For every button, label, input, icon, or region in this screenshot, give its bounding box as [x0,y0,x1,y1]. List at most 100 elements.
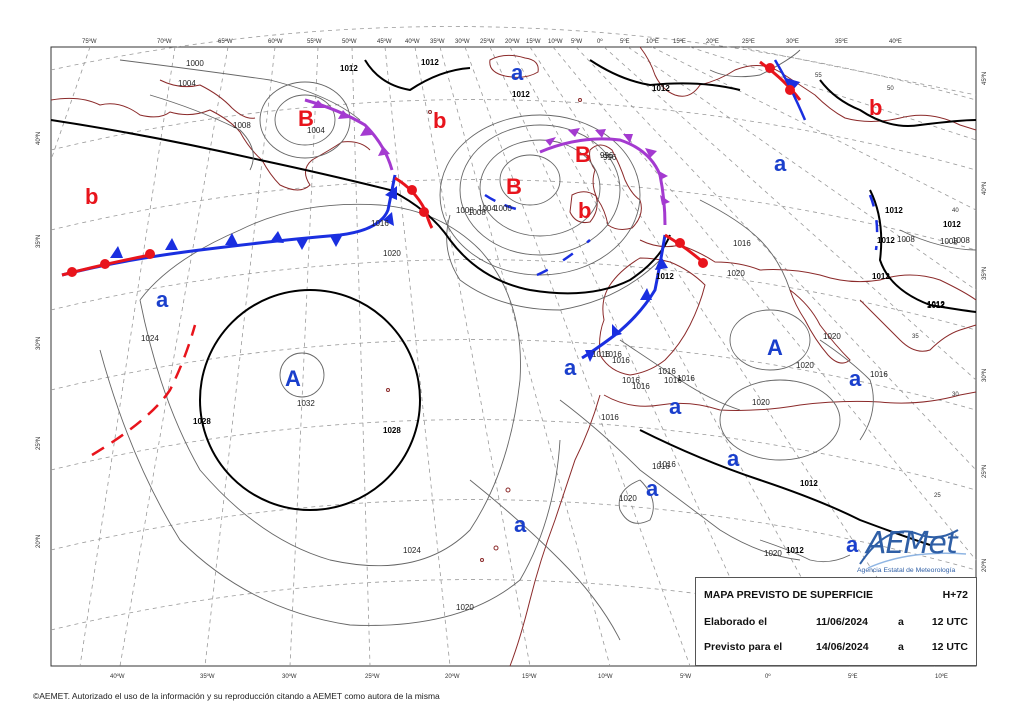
isobar-label: 996 [603,153,617,162]
low-pressure-label: B [298,106,314,131]
left-latitude-labels: 40ºN 35ºN 30ºN 25ºN 20ºN [35,132,42,548]
isobar-label: 1020 [456,603,474,612]
right-latitude-labels: 45ºN 40ºN 35ºN 30ºN 25ºN 20ºN [981,72,988,572]
warm-front-scandinavia [759,60,802,101]
isobar-label: 1012 [786,546,804,555]
top-lon-label: 15ºE [673,38,686,45]
bottom-lon-label: 20ºW [445,673,460,680]
top-lon-label: 70ºW [157,38,172,45]
isobar-label: 1020 [727,269,745,278]
isobar-label: 1028 [193,417,211,426]
isobar-label: 1016 [604,350,622,359]
high-pressure-label: a [727,446,740,471]
right-lat-label: 35ºN [981,267,988,280]
isobar-label: 1004 [478,204,496,213]
bottom-lon-label: 30ºW [282,673,297,680]
valid-label: Previsto para el [704,641,783,653]
isobar-label: 1032 [297,399,315,408]
isobar-label: 1012 [927,301,945,310]
bottom-lon-label: 5ºW [680,673,692,680]
forecast-horizon: H+72 [942,589,968,601]
trough-atlantic [484,193,521,212]
isobar-label: 1016 [592,350,610,359]
isobar-label: 1008 [952,236,970,245]
low-pressure-label: B [575,142,591,167]
left-lat-label: 35ºN [35,235,42,248]
isobar-label: 1000 [494,204,512,213]
high-pressure-label: a [646,476,659,501]
top-lon-label: 25ºW [480,38,495,45]
right-lat-label: 45ºN [981,72,988,85]
map-info-box: MAPA PREVISTO DE SUPERFICIE H+72 Elabora… [695,577,977,666]
right-lat-label: 25ºN [981,465,988,478]
isobar-label: 1016 [677,374,695,383]
top-lon-label: 25ºE [742,38,755,45]
isobar-label: 996 [600,151,614,160]
logo-wordmark: AEMet [866,526,958,561]
trough-biscay [536,239,591,277]
isobar-label: 1016 [658,460,676,469]
bottom-longitude-labels: 40ºW 35ºW 30ºW 25ºW 20ºW 15ºW 10ºW 5ºW 0º 5ºE 10ºE [110,673,948,680]
valid-a: a [898,641,904,653]
isobar-label: 1012 [340,64,358,73]
isobar-label: 1020 [764,549,782,558]
logo-subtitle: Agencia Estatal de Meteorología [857,567,956,574]
top-lon-label: 20ºW [505,38,520,45]
isobar-label: 1016 [612,356,630,365]
high-pressure-label: a [669,394,682,419]
map-title: MAPA PREVISTO DE SUPERFICIE [704,589,873,601]
right-lat-label: 20ºN [981,559,988,572]
isobar-label: 1016 [632,382,650,391]
high-pressure-label: A [285,366,301,391]
isobar-label: 1012 [512,90,530,99]
isobar-label: 1004 [307,126,325,135]
left-lat-label: 25ºN [35,437,42,450]
isobar-label: 1016 [664,376,682,385]
bottom-lon-label: 15ºW [522,673,537,680]
isobar-label: 1012 [800,479,818,488]
isobar-label: 1020 [823,332,841,341]
bottom-lon-label: 25ºW [365,673,380,680]
top-lon-label: 0º [597,38,603,45]
high-pressure-label: A [767,335,783,360]
inner-lat-label: 55 [815,73,822,79]
isobar-label: 1016 [733,239,751,248]
isobar-label: 1000 [186,59,204,68]
high-pressure-label: a [511,60,524,85]
isobar-label: 1012 [877,236,895,245]
elaborated-a: a [898,616,904,628]
top-lon-label: 20ºE [706,38,719,45]
isobars [50,49,977,641]
isobar-label: 1020 [619,494,637,503]
graticule [50,26,977,667]
valid-time: 12 UTC [931,641,968,653]
trough-west [91,324,197,457]
isobar-label: 1020 [752,398,770,407]
inner-latitude-labels: 55 50 40 35 30 25 [815,73,959,499]
copyright-credit: ©AEMET. Autorizado el uso de la informac… [33,691,440,701]
top-lon-label: 10ºE [646,38,659,45]
isobar-label: 1020 [796,361,814,370]
isobar-label: 1012 [927,300,945,309]
top-longitude-labels: 75ºW 70ºW 65ºW 60ºW 55ºW 50ºW 45ºW 40ºW 35ºW 30ºW… [82,38,902,45]
isobar-label: 1016 [371,219,389,228]
low-pressure-label: b [85,184,98,209]
high-pressure-label: a [846,532,859,557]
top-lon-label: 35ºW [430,38,445,45]
inner-lat-label: 50 [887,86,894,92]
isobar-label: 1016 [601,413,619,422]
left-lat-label: 30ºN [35,337,42,350]
bottom-lon-label: 40ºW [110,673,125,680]
low-pressure-label: B [506,174,522,199]
elaborated-label: Elaborado el [704,616,768,628]
aemet-logo [859,529,967,569]
top-lon-label: 65ºW [218,38,233,45]
isobar-label: 1012 [421,58,439,67]
top-lon-label: 40ºW [405,38,420,45]
cold-front-west [61,174,397,277]
elaborated-time: 12 UTC [931,616,968,628]
high-pressure-label: a [564,355,577,380]
inner-lat-label: 40 [952,208,959,214]
isobar-label: 1016 [622,376,640,385]
isobar-label: 1020 [383,249,401,258]
